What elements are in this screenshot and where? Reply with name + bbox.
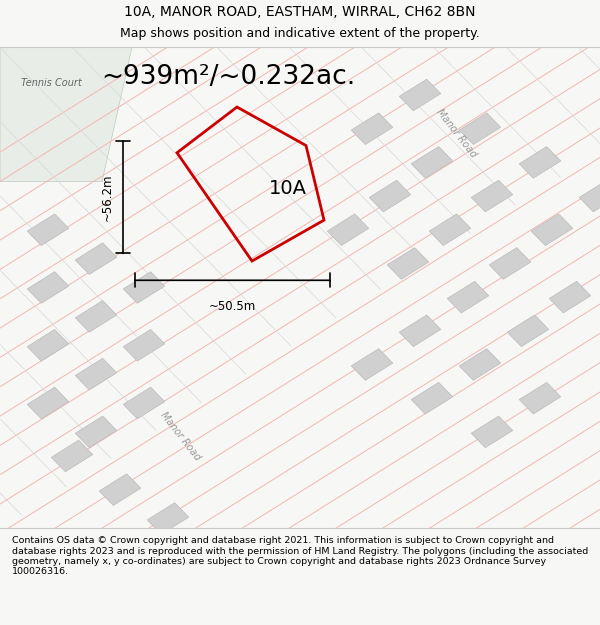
- Polygon shape: [123, 329, 165, 361]
- Polygon shape: [369, 180, 411, 212]
- Polygon shape: [351, 113, 393, 144]
- Polygon shape: [411, 382, 453, 414]
- Polygon shape: [75, 301, 117, 332]
- Text: ~50.5m: ~50.5m: [209, 299, 256, 312]
- Polygon shape: [519, 147, 561, 178]
- Text: Manor Road: Manor Road: [434, 107, 478, 159]
- Polygon shape: [507, 315, 549, 347]
- Polygon shape: [531, 214, 573, 246]
- Polygon shape: [399, 79, 441, 111]
- Polygon shape: [27, 272, 69, 303]
- Text: 10A, MANOR ROAD, EASTHAM, WIRRAL, CH62 8BN: 10A, MANOR ROAD, EASTHAM, WIRRAL, CH62 8…: [124, 5, 476, 19]
- Text: Tennis Court: Tennis Court: [21, 78, 82, 88]
- Polygon shape: [429, 214, 471, 246]
- Polygon shape: [351, 349, 393, 380]
- Text: ~56.2m: ~56.2m: [101, 174, 114, 221]
- Polygon shape: [459, 349, 501, 380]
- Text: Manor Road: Manor Road: [158, 411, 202, 463]
- Text: Map shows position and indicative extent of the property.: Map shows position and indicative extent…: [120, 28, 480, 40]
- Polygon shape: [447, 281, 489, 313]
- Polygon shape: [549, 281, 591, 313]
- Polygon shape: [327, 214, 369, 246]
- Polygon shape: [75, 358, 117, 390]
- Polygon shape: [387, 248, 429, 279]
- Text: 10A: 10A: [269, 179, 307, 198]
- Polygon shape: [75, 243, 117, 274]
- Polygon shape: [471, 416, 513, 447]
- Polygon shape: [519, 382, 561, 414]
- Polygon shape: [411, 147, 453, 178]
- Polygon shape: [27, 329, 69, 361]
- Polygon shape: [399, 315, 441, 347]
- Polygon shape: [123, 388, 165, 419]
- Polygon shape: [489, 248, 531, 279]
- Polygon shape: [27, 388, 69, 419]
- Polygon shape: [579, 180, 600, 212]
- Polygon shape: [459, 113, 501, 144]
- Text: ~939m²/~0.232ac.: ~939m²/~0.232ac.: [101, 64, 355, 90]
- Polygon shape: [75, 416, 117, 447]
- Polygon shape: [99, 474, 141, 506]
- Text: Contains OS data © Crown copyright and database right 2021. This information is : Contains OS data © Crown copyright and d…: [12, 536, 588, 576]
- Polygon shape: [0, 47, 132, 182]
- Polygon shape: [123, 272, 165, 303]
- Polygon shape: [51, 440, 93, 472]
- Polygon shape: [27, 214, 69, 246]
- Polygon shape: [147, 503, 189, 534]
- Polygon shape: [471, 180, 513, 212]
